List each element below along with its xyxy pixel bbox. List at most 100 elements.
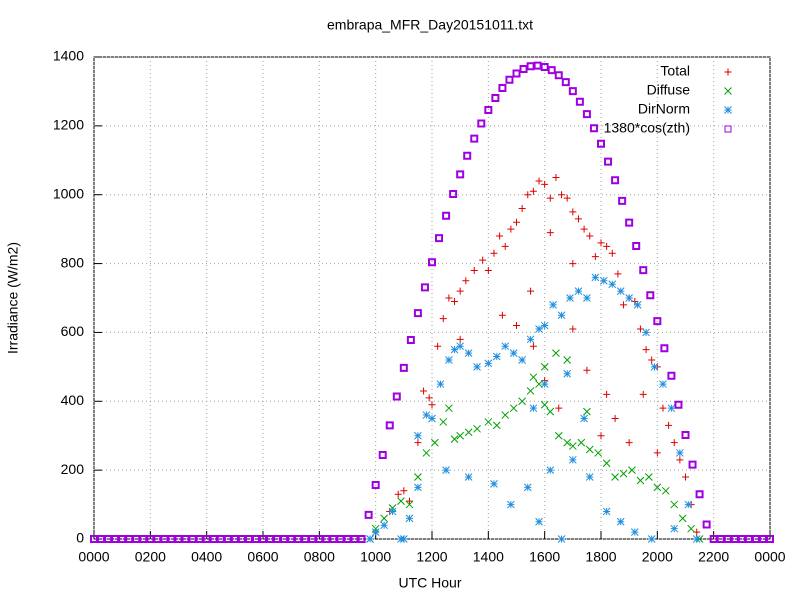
- data-point: [118, 535, 127, 543]
- data-point: [498, 83, 507, 92]
- data-point: [414, 431, 422, 440]
- y-tick-label: 800: [61, 254, 85, 270]
- data-point: [104, 535, 113, 543]
- data-point: [422, 411, 431, 419]
- data-point: [642, 346, 650, 354]
- data-point: [639, 266, 648, 275]
- y-tick-label: 1400: [53, 48, 84, 64]
- data-point: [670, 500, 679, 509]
- data-point: [501, 342, 510, 351]
- x-tick-label: 0800: [304, 549, 335, 565]
- data-point: [496, 232, 504, 240]
- data-point: [456, 287, 464, 295]
- data-point: [540, 62, 549, 71]
- data-point: [597, 239, 605, 247]
- data-point: [552, 174, 560, 181]
- data-point: [554, 431, 563, 440]
- data-point: [456, 335, 464, 343]
- data-point: [414, 473, 422, 481]
- data-point: [540, 363, 549, 371]
- data-point: [507, 500, 515, 509]
- data-point: [195, 535, 204, 543]
- data-point: [456, 342, 465, 351]
- data-point: [526, 387, 535, 395]
- data-point: [616, 517, 625, 526]
- data-point: [594, 449, 603, 457]
- data-point: [492, 421, 501, 430]
- legend-label: Diffuse: [647, 82, 691, 98]
- data-point: [188, 535, 197, 543]
- data-point: [737, 535, 746, 543]
- data-point: [125, 535, 134, 543]
- data-point: [518, 356, 526, 364]
- data-point: [568, 87, 577, 96]
- data-point: [529, 373, 538, 382]
- data-point: [492, 352, 501, 361]
- data-point: [566, 294, 574, 302]
- data-point: [678, 514, 687, 523]
- x-tick-label: 0600: [247, 549, 278, 565]
- data-point: [659, 380, 667, 388]
- legend-label: DirNorm: [638, 101, 690, 117]
- data-point: [308, 535, 317, 543]
- data-point: [611, 473, 619, 481]
- data-point: [259, 535, 267, 543]
- data-point: [501, 411, 510, 419]
- y-tick-label: 0: [76, 530, 84, 546]
- data-point: [647, 535, 656, 543]
- data-point: [563, 369, 572, 378]
- data-point: [237, 535, 246, 543]
- data-point: [491, 93, 500, 102]
- x-tick-label: 1000: [360, 549, 391, 565]
- data-point: [603, 242, 611, 250]
- data-point: [464, 349, 473, 357]
- x-tick-label: 1600: [529, 549, 560, 565]
- data-point: [688, 460, 697, 469]
- data-point: [639, 390, 647, 398]
- data-point: [473, 363, 481, 371]
- data-point: [653, 449, 661, 457]
- data-point: [97, 535, 106, 543]
- data-point: [546, 194, 554, 202]
- data-point: [501, 242, 509, 250]
- data-point: [315, 535, 324, 543]
- data-point: [628, 466, 636, 474]
- data-point: [625, 439, 633, 447]
- data-point: [490, 480, 498, 488]
- data-point: [575, 97, 584, 106]
- data-point: [535, 325, 543, 333]
- data-point: [597, 139, 605, 148]
- data-point: [557, 311, 566, 320]
- data-point: [591, 253, 599, 261]
- data-point: [230, 535, 239, 543]
- data-point: [385, 421, 394, 430]
- data-point: [580, 414, 588, 423]
- y-tick-label: 400: [61, 392, 85, 408]
- data-point: [546, 466, 555, 474]
- legend-label: Total: [660, 63, 690, 79]
- data-point: [558, 191, 566, 199]
- data-point: [648, 356, 656, 364]
- data-point: [181, 535, 190, 543]
- data-point: [505, 75, 514, 84]
- data-point: [611, 415, 619, 422]
- data-point: [630, 528, 639, 536]
- data-point: [479, 256, 487, 264]
- data-point: [513, 322, 520, 330]
- data-point: [653, 483, 662, 492]
- data-point: [702, 520, 711, 529]
- data-point: [582, 110, 591, 119]
- data-point: [526, 335, 535, 344]
- data-point: [462, 277, 470, 285]
- data-point: [439, 418, 448, 426]
- x-tick-label: 1200: [416, 549, 447, 565]
- data-point: [428, 401, 436, 409]
- data-point: [563, 194, 571, 202]
- data-point: [585, 473, 594, 481]
- data-point: [473, 424, 481, 433]
- data-point: [463, 151, 472, 160]
- data-point: [439, 315, 447, 323]
- y-axis-label: Irradiance (W/m2): [5, 242, 21, 354]
- data-point: [723, 535, 732, 543]
- data-point: [470, 266, 478, 274]
